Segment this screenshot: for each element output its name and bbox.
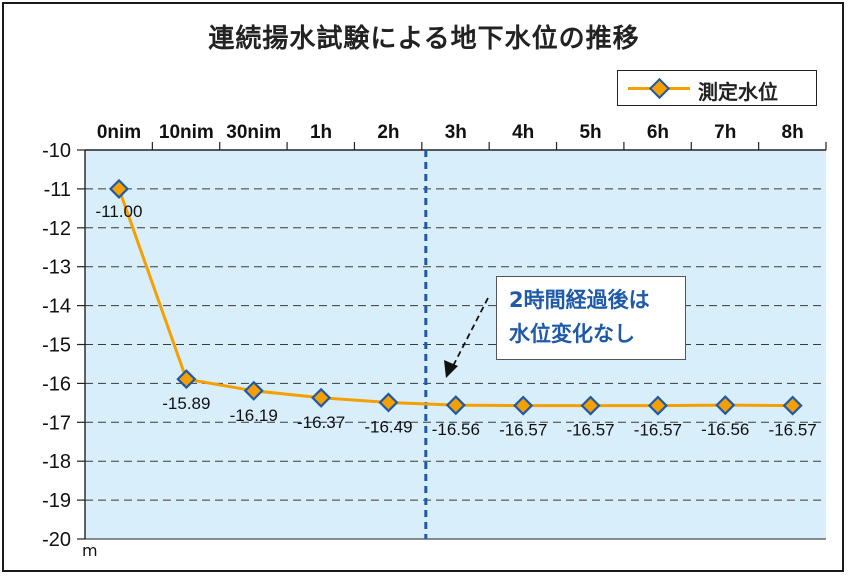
y-tick-label: -15 — [42, 335, 71, 357]
data-point-marker — [580, 395, 601, 416]
y-tick-label: -18 — [42, 451, 71, 473]
data-point-label: -16.57 — [769, 421, 817, 440]
data-point-marker — [243, 380, 264, 401]
data-point-marker — [647, 395, 668, 416]
data-point-label: -15.89 — [162, 394, 210, 413]
x-category-label: 8h — [782, 122, 804, 143]
x-category-label: 0nim — [97, 122, 141, 143]
data-point-label: -16.57 — [566, 421, 614, 440]
annotation-arrow-line — [451, 297, 489, 369]
x-category-label: 6h — [647, 122, 669, 143]
data-point-marker — [311, 387, 332, 408]
x-category-label: 2h — [377, 122, 399, 143]
y-tick-label: -16 — [42, 373, 71, 395]
x-category-label: 1h — [310, 122, 332, 143]
data-point-label: -16.19 — [230, 406, 278, 425]
annotation-callout: 2時間経過後は 水位変化なし — [496, 276, 686, 360]
data-point-marker — [782, 395, 803, 416]
x-category-label: 3h — [445, 122, 467, 143]
data-point-label: -16.56 — [432, 420, 480, 439]
y-tick-label: -13 — [42, 257, 71, 279]
x-category-label: 10nim — [159, 122, 214, 143]
x-category-label: 5h — [579, 122, 601, 143]
x-category-label: 30nim — [226, 122, 281, 143]
annotation-line-1: 2時間経過後は — [509, 288, 650, 312]
y-tick-label: -12 — [42, 218, 71, 240]
annotation-line-2: 水位変化なし — [509, 322, 635, 346]
annotation-arrowhead — [444, 360, 458, 378]
y-tick-label: -19 — [42, 490, 71, 512]
chart-title: 連続揚水試験による地下水位の推移 — [208, 24, 640, 54]
data-point-label: -16.57 — [499, 421, 547, 440]
data-point-marker — [176, 369, 197, 390]
data-point-label: -16.49 — [364, 417, 412, 436]
y-tick-label: -14 — [42, 296, 71, 318]
data-point-marker — [445, 395, 466, 416]
y-tick-label: -20 — [42, 529, 71, 551]
x-category-label: 7h — [714, 122, 736, 143]
legend: 測定水位 — [617, 70, 817, 106]
data-point-label: -16.57 — [634, 421, 682, 440]
data-point-marker — [715, 395, 736, 416]
x-category-label: 4h — [512, 122, 534, 143]
data-point-label: -16.56 — [701, 420, 749, 439]
data-point-marker — [513, 395, 534, 416]
y-tick-label: -17 — [42, 412, 71, 434]
data-point-marker — [108, 178, 130, 199]
data-point-marker — [378, 392, 399, 413]
data-point-label: -11.00 — [96, 202, 143, 221]
y-tick-label: -10 — [42, 140, 71, 162]
data-point-label: -16.37 — [297, 413, 345, 432]
y-axis-unit: m — [82, 541, 98, 560]
y-tick-label: -11 — [44, 179, 71, 201]
legend-label: 測定水位 — [698, 80, 778, 104]
